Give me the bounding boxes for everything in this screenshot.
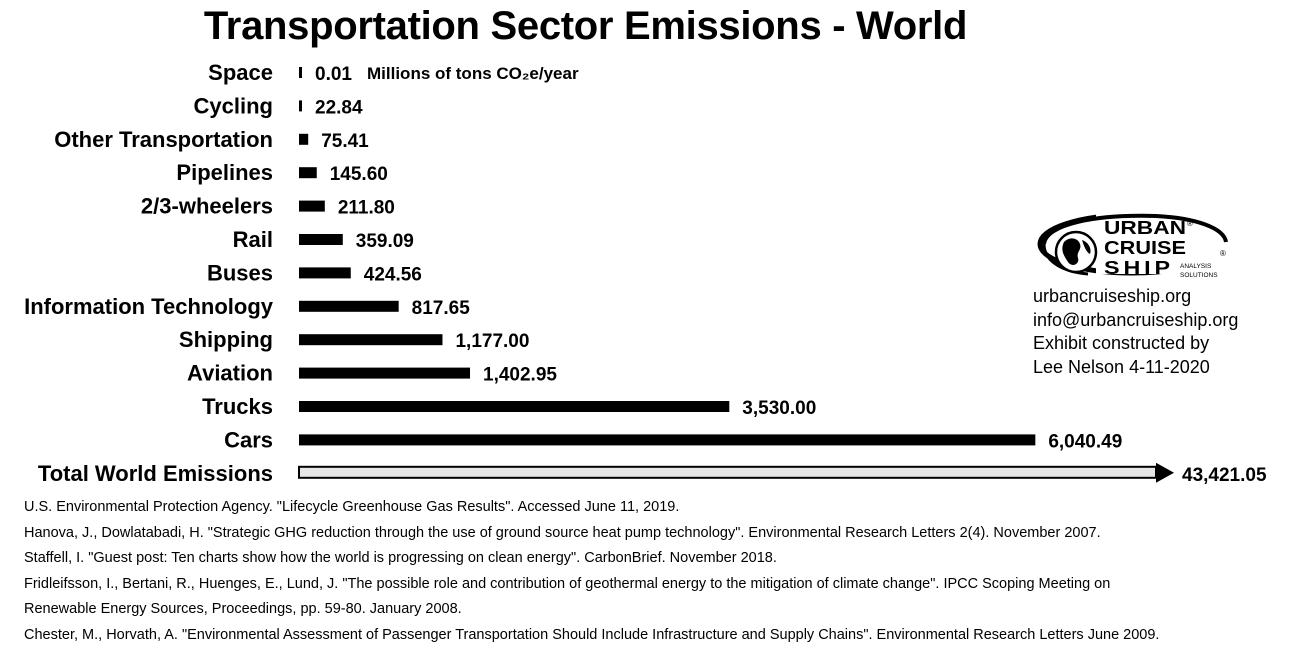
logo-word-3: SHIP [1104,258,1174,278]
bar-2-3-wheelers [299,200,325,212]
category-label-cycling: Cycling [194,93,273,118]
value-label-cycling: 22.84 [315,97,363,118]
bar-shipping [299,334,443,346]
category-label-information-technology: Information Technology [24,294,274,319]
category-label-buses: Buses [207,260,273,285]
bar-trucks [299,401,730,412]
category-label-2-3-wheelers: 2/3-wheelers [141,194,273,219]
logo-ring-gap [1096,212,1228,274]
logo-registered-mark-2: ® [1220,249,1226,258]
bar-other-transportation [299,133,309,145]
credit-line-2: Lee Nelson 4-11-2020 [1033,356,1210,377]
category-label-aviation: Aviation [187,361,273,386]
reference-line: Fridleifsson, I., Bertani, R., Huenges, … [24,575,1111,592]
value-label-rail: 359.09 [356,231,414,252]
logo-swoosh-bottom [1042,243,1089,276]
category-label-shipping: Shipping [179,327,273,352]
globe-land [1062,238,1091,265]
logo-word-1: URBAN [1104,218,1186,238]
bar-cars [299,434,1036,446]
value-label-cars: 6,040.49 [1048,431,1122,452]
bar-pipelines [299,167,317,179]
value-label-total-world-emissions: 43,421.05 [1182,465,1267,486]
references-list: U.S. Environmental Protection Agency. "L… [24,495,1304,648]
value-label-aviation: 1,402.95 [483,365,557,386]
reference-line: Chester, M., Horvath, A. "Environmental … [24,626,1160,643]
bar-rail [299,234,343,245]
value-label-pipelines: 145.60 [330,164,388,185]
bar-chart: Space 0.01 Millions of tons CO₂e/year Cycli… [24,60,1267,486]
logo-word-2: CRUISE [1104,238,1186,258]
value-label-buses: 424.56 [364,264,422,285]
contact-block: urbancruiseship.org info@urbancruiseship… [1033,285,1238,379]
logo-swoosh-top [1042,213,1228,245]
value-label-trucks: 3,530.00 [742,398,816,419]
category-label-other-transportation: Other Transportation [54,127,273,152]
category-label-trucks: Trucks [202,394,273,419]
email-text: info@urbancruiseship.org [1033,309,1239,330]
category-label-cars: Cars [224,427,273,452]
urban-cruise-ship-logo: URBAN ® CRUISE SHIP ANALYSIS SOLUTIONS ® [1037,212,1228,279]
value-label-information-technology: 817.65 [412,298,471,319]
value-label-2-3-wheelers: 211.80 [338,198,395,219]
unit-label: Millions of tons CO₂e/year [367,64,579,83]
bar-aviation [299,367,471,379]
reference-line: Staffell, I. "Guest post: Ten charts sho… [24,550,777,566]
bar-space [299,67,302,78]
reference-line: U.S. Environmental Protection Agency. "L… [24,499,680,515]
value-label-other-transportation: 75.41 [321,131,369,152]
category-label-pipelines: Pipelines [176,160,273,185]
category-label-rail: Rail [233,227,273,252]
logo-tagline-2: SOLUTIONS [1180,272,1218,279]
truncation-arrow-icon [1156,462,1174,483]
chart-title: Transportation Sector Emissions - World [203,4,968,48]
bar-cycling [299,100,302,112]
category-label-total-world-emissions: Total World Emissions [38,461,273,486]
reference-line: Renewable Energy Sources, Proceedings, p… [24,601,462,617]
bar-total-world-emissions [298,465,1157,479]
logo-tagline-1: ANALYSIS [1180,263,1212,270]
logo-registered-mark-1: ® [1187,219,1193,228]
value-label-space: 0.01 [315,64,352,85]
bar-information-technology [299,300,399,312]
category-label-space: Space [208,60,273,85]
website-text: urbancruiseship.org [1033,286,1192,306]
credit-line-1: Exhibit constructed by [1033,333,1210,353]
reference-line: Hanova, J., Dowlatabadi, H. "Strategic G… [24,524,1101,541]
bar-buses [299,267,351,279]
value-label-shipping: 1,177.00 [455,331,529,352]
